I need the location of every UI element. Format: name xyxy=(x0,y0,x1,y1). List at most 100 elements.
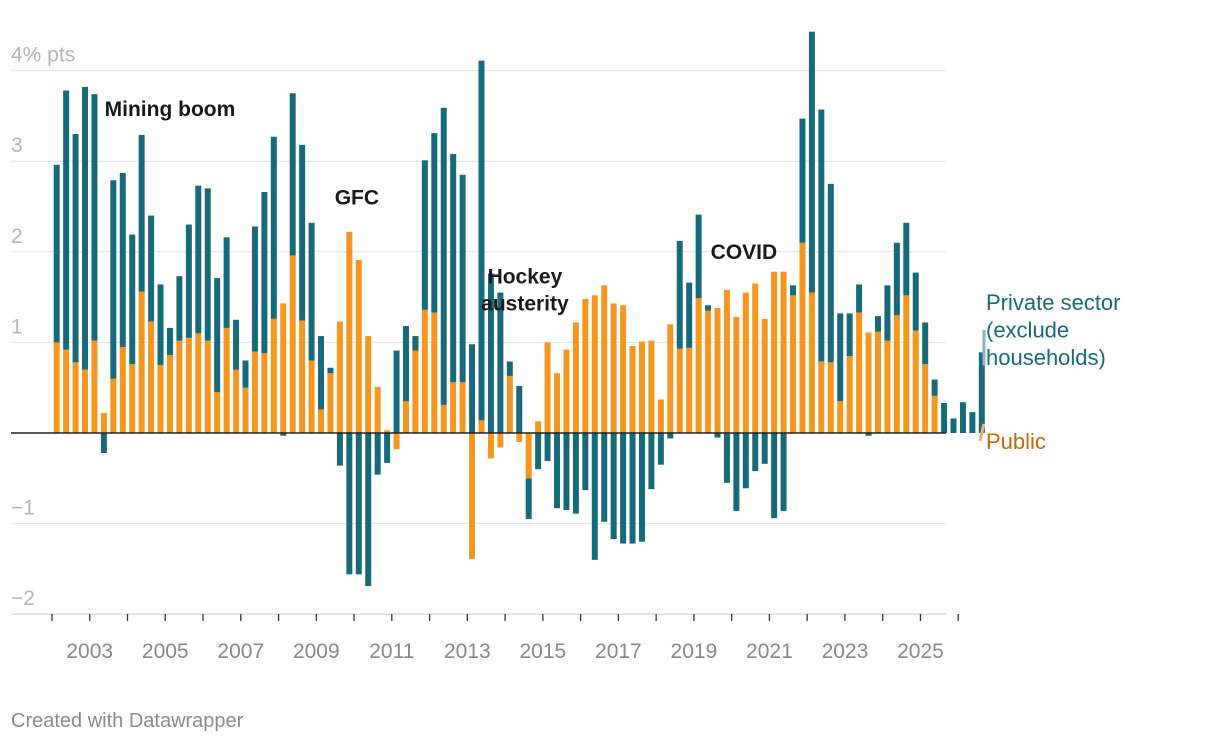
annotation-label: COVID xyxy=(711,241,778,264)
public-bar xyxy=(195,333,202,433)
public-bar xyxy=(119,346,126,433)
public-bar xyxy=(166,355,173,433)
private-bar xyxy=(421,160,428,310)
private-bar xyxy=(705,305,712,311)
private-bar xyxy=(903,222,910,296)
private-bar xyxy=(865,433,872,436)
public-bar xyxy=(384,430,391,433)
private-bar xyxy=(714,433,721,438)
x-tick-label: 2009 xyxy=(293,640,340,663)
x-tick-label: 2023 xyxy=(822,640,869,663)
public-bar xyxy=(874,331,881,433)
private-bar xyxy=(808,31,815,293)
private-bar xyxy=(63,90,70,350)
private-bar xyxy=(827,183,834,363)
private-bar xyxy=(119,172,126,347)
private-bar xyxy=(733,433,740,511)
private-bar xyxy=(601,433,608,522)
public-bar xyxy=(931,395,938,433)
private-bar xyxy=(837,313,844,402)
public-bar xyxy=(790,295,797,433)
private-bar xyxy=(487,273,494,433)
legend-connector-public xyxy=(978,423,986,442)
private-bar xyxy=(544,433,551,462)
private-bar xyxy=(591,433,598,560)
private-bar xyxy=(110,180,117,379)
public-bar xyxy=(138,291,145,433)
public-bar xyxy=(251,351,258,433)
public-bar xyxy=(620,305,627,433)
private-bar xyxy=(799,118,806,243)
public-bar xyxy=(591,295,598,433)
public-bar xyxy=(582,298,589,433)
private-bar xyxy=(620,433,627,544)
x-tick-label: 2019 xyxy=(671,640,718,663)
private-bar xyxy=(327,367,334,374)
public-bar xyxy=(450,382,457,433)
private-bar xyxy=(251,226,258,352)
public-bar xyxy=(648,340,655,433)
private-bar xyxy=(289,93,296,256)
x-tick-label: 2005 xyxy=(142,640,189,663)
legend-label-private: (exclude xyxy=(986,318,1069,343)
private-bar xyxy=(233,319,240,370)
private-bar xyxy=(242,360,249,388)
public-bar xyxy=(761,318,768,433)
public-bar xyxy=(742,292,749,433)
public-bar xyxy=(771,271,778,433)
private-bar xyxy=(72,134,79,363)
private-bar xyxy=(506,361,513,376)
x-tick-label: 2003 xyxy=(66,640,113,663)
y-tick-label: −1 xyxy=(11,497,35,520)
public-bar xyxy=(402,401,409,433)
private-bar xyxy=(941,403,948,433)
public-bar xyxy=(686,347,693,433)
public-bar xyxy=(336,321,343,433)
public-bar xyxy=(91,340,98,433)
public-bar xyxy=(544,342,551,433)
private-bar xyxy=(563,433,570,511)
private-bar xyxy=(516,385,523,433)
x-tick-label: 2011 xyxy=(369,640,414,663)
private-bar xyxy=(308,222,315,361)
private-bar xyxy=(931,379,938,396)
public-bar xyxy=(412,350,419,433)
public-bar xyxy=(421,309,428,433)
private-bar xyxy=(176,276,183,341)
public-bar xyxy=(223,327,230,433)
private-bar xyxy=(374,433,381,475)
private-bar xyxy=(478,60,485,421)
public-bar xyxy=(667,324,674,433)
private-bar xyxy=(393,350,400,433)
private-bar xyxy=(818,109,825,362)
public-bar xyxy=(846,355,853,433)
annotation-label: Mining boom xyxy=(105,98,236,121)
public-bar xyxy=(365,336,372,433)
public-bar xyxy=(261,353,268,433)
public-bar xyxy=(808,292,815,433)
x-tick-label: 2013 xyxy=(444,640,491,663)
private-bar xyxy=(195,185,202,334)
public-bar xyxy=(799,242,806,433)
private-bar xyxy=(761,433,768,464)
private-bar xyxy=(667,433,674,439)
private-bar xyxy=(270,136,277,319)
public-bar xyxy=(355,259,362,433)
private-bar xyxy=(950,418,957,433)
private-bar xyxy=(450,153,457,383)
private-bar xyxy=(969,412,976,433)
public-bar xyxy=(601,285,608,433)
public-bar xyxy=(176,340,183,433)
public-bar xyxy=(922,364,929,433)
private-bar xyxy=(790,285,797,296)
public-bar xyxy=(459,382,466,433)
public-bar xyxy=(497,433,504,448)
private-bar xyxy=(771,433,778,519)
annotation-label: Hockey xyxy=(488,266,563,289)
private-bar xyxy=(912,272,919,331)
private-bar xyxy=(129,234,136,365)
public-bar xyxy=(733,317,740,433)
y-axis-ticks: −2 −1 1 2 3 4% pts xyxy=(11,44,75,611)
public-bar xyxy=(705,310,712,433)
public-bar xyxy=(554,373,561,433)
